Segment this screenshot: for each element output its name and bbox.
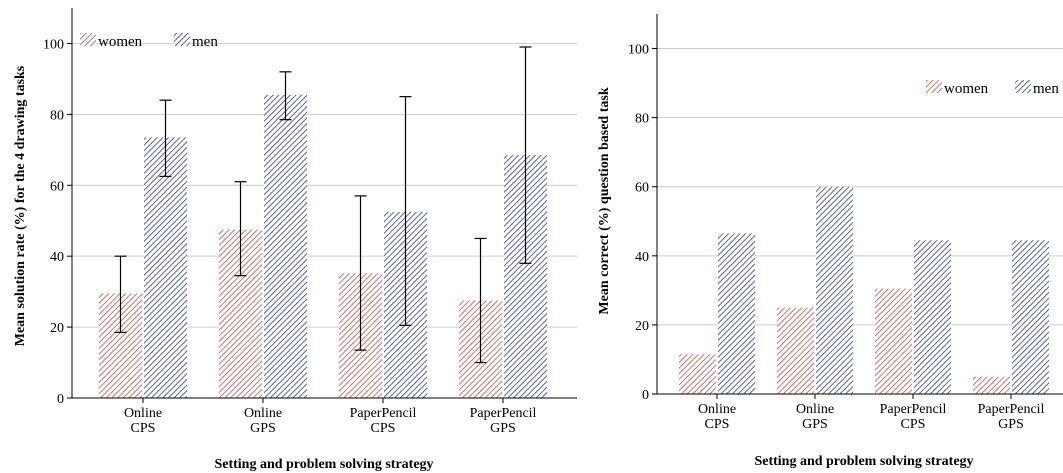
x-tick-label: PaperPencil CPS: [350, 406, 417, 436]
y-tick-label: 20: [635, 319, 649, 334]
error-bar-men: [399, 96, 412, 326]
x-axis-title: Setting and problem solving strategy: [214, 457, 433, 472]
bar-women: [875, 288, 912, 394]
bar-men: [718, 233, 755, 394]
error-bar-women: [474, 237, 487, 364]
y-tick-label: 80: [50, 108, 64, 123]
y-tick-label: 20: [50, 321, 64, 336]
error-bar-women: [234, 181, 247, 277]
x-tick-label: Online CPS: [698, 402, 736, 432]
legend-label-men: men: [192, 34, 218, 50]
error-bars: [114, 46, 532, 364]
bars: [679, 186, 1049, 394]
error-bar-men: [159, 99, 172, 178]
legend: women men: [926, 80, 1059, 97]
chart-question-task: 0 20 40 60 80 100 Online CPS Online GPS PaperPenc…: [597, 14, 1063, 469]
y-tick-label: 60: [50, 179, 64, 194]
y-tick-label: 40: [50, 250, 64, 265]
bars: [99, 94, 547, 398]
bar-men: [144, 137, 187, 398]
x-tick-label: Online GPS: [796, 402, 834, 432]
bar-men: [914, 240, 951, 394]
bar-men: [264, 94, 307, 398]
x-tick-label: PaperPencil GPS: [470, 406, 537, 436]
y-tick-label: 100: [628, 43, 649, 58]
x-tick-label: Online GPS: [244, 406, 282, 436]
x-tick-labels: Online CPS Online GPS PaperPencil CPS PaperPen…: [124, 406, 537, 436]
x-tick-label: Online CPS: [124, 406, 162, 436]
y-tick-label: 0: [642, 388, 649, 403]
bar-men: [816, 186, 853, 394]
chart-drawing-tasks: 0 20 40 60 80 100 Online CPS Online GPS PaperPenc…: [13, 8, 577, 472]
x-tick-label: PaperPencil GPS: [978, 402, 1045, 432]
y-tick-label: 40: [635, 250, 649, 265]
y-tick-label: 100: [43, 37, 64, 52]
error-bar-men: [279, 71, 292, 121]
y-axis-title: Mean correct (%) question based task: [597, 87, 612, 314]
x-tick-label: PaperPencil CPS: [880, 402, 947, 432]
x-tick-labels: Online CPS Online GPS PaperPencil CPS PaperPen…: [698, 402, 1045, 432]
legend-swatch-men: [1015, 80, 1031, 93]
y-tick-labels: 0 20 40 60 80 100: [628, 43, 649, 403]
legend-label-women: women: [944, 81, 989, 97]
legend-swatch-women: [926, 80, 942, 93]
bar-women: [679, 354, 716, 394]
error-bar-women: [354, 195, 367, 351]
error-bar-women: [114, 255, 127, 334]
y-tick-label: 60: [635, 181, 649, 196]
bar-men: [1012, 240, 1049, 394]
bar-women: [973, 376, 1010, 394]
legend-swatch-men: [174, 33, 190, 46]
error-bar-men: [519, 46, 532, 264]
y-tick-label: 0: [57, 392, 64, 407]
legend-label-women: women: [98, 34, 143, 50]
axes: [67, 8, 577, 403]
legend-label-men: men: [1033, 81, 1059, 97]
bar-women: [777, 307, 814, 394]
y-tick-label: 80: [635, 112, 649, 127]
legend-swatch-women: [80, 33, 96, 46]
y-tick-labels: 0 20 40 60 80 100: [43, 37, 64, 407]
axes: [652, 14, 1063, 399]
legend: women men: [80, 33, 218, 50]
x-axis-title: Setting and problem solving strategy: [754, 454, 973, 469]
gridlines: [657, 48, 1063, 326]
y-axis-title: Mean solution rate (%) for the 4 drawing…: [13, 65, 28, 346]
